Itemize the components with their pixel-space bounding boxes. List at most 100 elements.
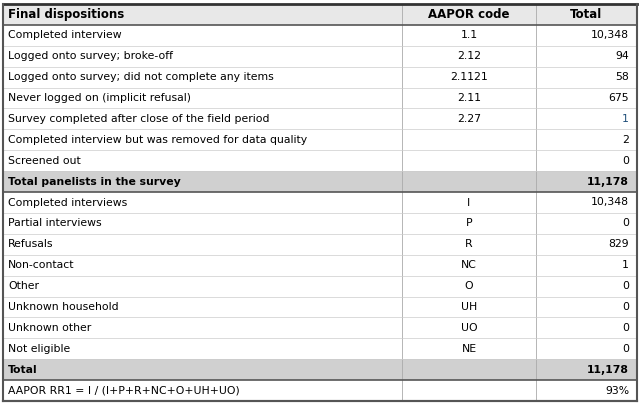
Bar [3,46,403,67]
Text: Unknown other: Unknown other [8,323,92,333]
Text: 2.11: 2.11 [457,93,481,103]
Text: 1: 1 [622,114,629,124]
Bar [403,234,536,255]
Text: 11,178: 11,178 [587,177,629,187]
Text: Screened out: Screened out [8,156,81,166]
Text: UO: UO [461,323,477,333]
Bar [3,67,403,87]
Text: 1.1: 1.1 [460,30,477,40]
Bar [3,171,637,192]
Bar [3,276,637,296]
Text: P: P [466,218,472,228]
Bar [536,87,637,109]
Bar [403,338,536,359]
Bar [3,129,403,150]
Text: 10,348: 10,348 [591,198,629,207]
Bar [403,129,536,150]
Text: 2.1121: 2.1121 [450,72,488,82]
Bar [536,234,637,255]
Bar [403,150,536,171]
Text: 2.12: 2.12 [457,51,481,61]
Bar [403,380,536,401]
Text: 94: 94 [615,51,629,61]
Bar [3,380,403,401]
Bar [403,171,536,192]
Bar [536,46,637,67]
Bar [3,234,637,255]
Text: Completed interview but was removed for data quality: Completed interview but was removed for … [8,135,307,145]
Bar [3,129,637,150]
Bar [3,318,403,338]
Bar [536,109,637,129]
Bar [3,171,403,192]
Bar [3,213,403,234]
Bar [3,318,637,338]
Bar [3,359,637,380]
Bar [403,192,536,213]
Text: Total: Total [8,364,38,375]
Bar [536,192,637,213]
Bar [536,255,637,276]
Text: 93%: 93% [605,386,629,396]
Text: Not eligible: Not eligible [8,344,70,354]
Text: AAPOR RR1 = I / (I+P+R+NC+O+UH+UO): AAPOR RR1 = I / (I+P+R+NC+O+UH+UO) [8,386,240,396]
Text: I: I [467,198,470,207]
Bar [403,318,536,338]
Bar [3,192,637,213]
Bar [403,87,536,109]
Bar [403,213,536,234]
Bar [536,67,637,87]
Bar [536,25,637,46]
Text: 10,348: 10,348 [591,30,629,40]
Bar [536,171,637,192]
Bar [403,46,536,67]
Bar [403,296,536,318]
Bar [3,296,637,318]
Bar [536,129,637,150]
Text: 675: 675 [609,93,629,103]
Bar [3,192,403,213]
Text: 2: 2 [622,135,629,145]
Bar [536,276,637,296]
Bar [3,213,637,234]
Bar [3,4,403,25]
Bar [3,338,403,359]
Bar [403,4,536,25]
Bar [3,25,403,46]
Text: AAPOR code: AAPOR code [428,8,509,21]
Bar [3,67,637,87]
Text: Never logged on (implicit refusal): Never logged on (implicit refusal) [8,93,191,103]
Text: Logged onto survey; did not complete any items: Logged onto survey; did not complete any… [8,72,274,82]
Bar [403,109,536,129]
Text: 1: 1 [622,260,629,270]
Text: Completed interview: Completed interview [8,30,122,40]
Bar [3,255,637,276]
Bar [403,255,536,276]
Text: Completed interviews: Completed interviews [8,198,127,207]
Text: 829: 829 [609,239,629,249]
Text: Final dispositions: Final dispositions [8,8,124,21]
Bar [3,87,637,109]
Bar [3,109,403,129]
Text: Survey completed after close of the field period: Survey completed after close of the fiel… [8,114,269,124]
Bar [403,359,536,380]
Bar [3,380,637,401]
Bar [3,255,403,276]
Text: Refusals: Refusals [8,239,54,249]
Bar [536,380,637,401]
Bar [536,296,637,318]
Bar [536,338,637,359]
Text: Unknown household: Unknown household [8,302,118,312]
Bar [536,150,637,171]
Text: Total: Total [570,8,602,21]
Bar [3,46,637,67]
Text: Other: Other [8,281,39,291]
Text: 0: 0 [622,302,629,312]
Text: 0: 0 [622,323,629,333]
Bar [3,25,637,46]
Bar [403,25,536,46]
Text: Total panelists in the survey: Total panelists in the survey [8,177,180,187]
Text: 0: 0 [622,218,629,228]
Bar [3,276,403,296]
Bar [3,150,637,171]
